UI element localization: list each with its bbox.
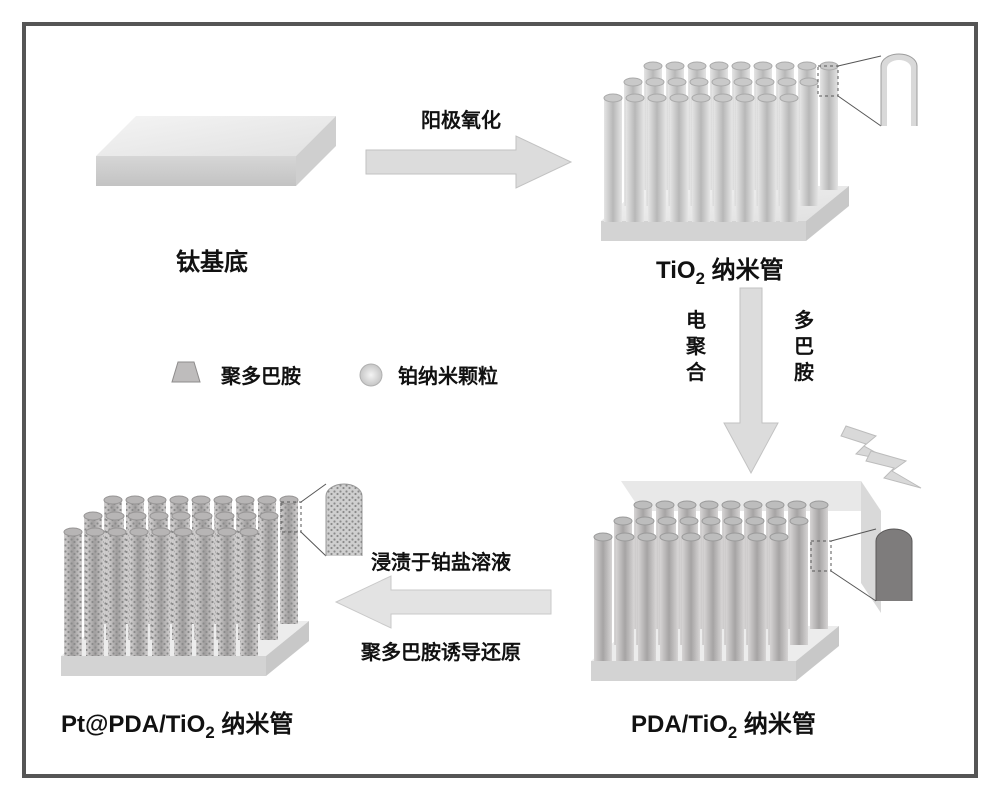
arrow-bottom-label-top: 浸渍于铂盐溶液 [371, 546, 511, 575]
stage-pt-pda-tio2-label: Pt@PDA/TiO2 纳米管 [61, 704, 293, 743]
arrow-electropolymerize [716, 288, 786, 478]
arrow-anodize [366, 132, 576, 192]
arrow-bottom-label-bot: 聚多巴胺诱导还原 [361, 636, 521, 665]
legend-pt-swatch [356, 360, 386, 390]
legend-pda-label: 聚多巴胺 [221, 360, 301, 389]
diagram-frame: 钛基底 阳极氧化 [22, 22, 978, 778]
stage-pda-tio2 [581, 471, 921, 721]
legend-pda-swatch [166, 358, 206, 388]
stage-tio2-nanotubes [591, 46, 921, 276]
stage-tio2-label: TiO2 纳米管 [656, 250, 784, 289]
stage-ti-substrate-label: 钛基底 [176, 242, 248, 277]
arrow-right-right-col: 多 巴 胺 [794, 308, 814, 386]
stage-pda-tio2-label: PDA/TiO2 纳米管 [631, 704, 816, 743]
legend-pt-label: 铂纳米颗粒 [398, 360, 498, 389]
arrow-anodize-label: 阳极氧化 [421, 104, 501, 133]
stage-pt-pda-tio2 [51, 466, 371, 716]
arrow-right-left-col: 电 聚 合 [686, 308, 706, 386]
stage-ti-substrate [86, 96, 346, 256]
